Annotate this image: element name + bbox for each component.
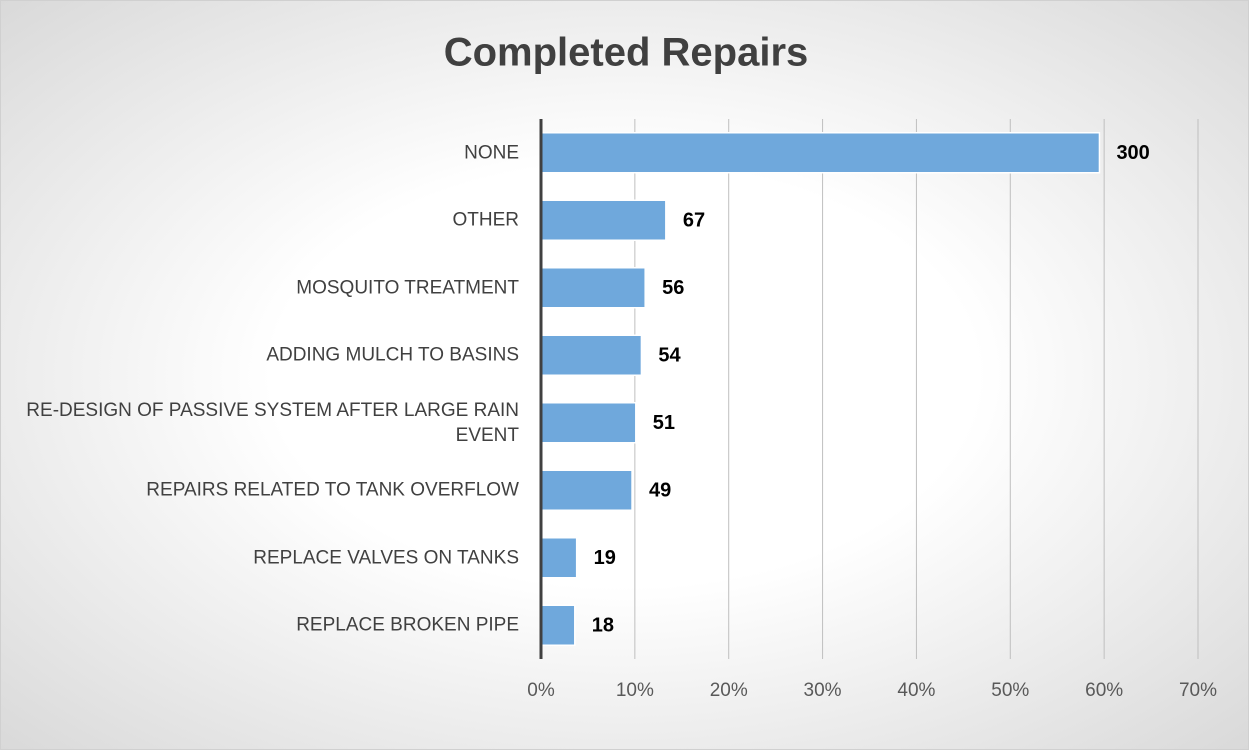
data-label: 19	[594, 547, 616, 569]
y-tick-label: REPLACE VALVES ON TANKS	[253, 547, 519, 569]
x-tick-label: 10%	[616, 680, 654, 701]
y-tick-label: REPLACE BROKEN PIPE	[296, 614, 519, 636]
bar	[540, 267, 646, 309]
x-tick-label: 20%	[710, 680, 748, 701]
y-tick-label: MOSQUITO TREATMENT	[296, 277, 519, 299]
bar	[540, 604, 576, 646]
y-tick-label: RE-DESIGN OF PASSIVE SYSTEM AFTER LARGE …	[26, 399, 519, 446]
data-label: 18	[592, 615, 614, 637]
data-label: 67	[683, 210, 705, 232]
chart-title: Completed Repairs	[444, 31, 809, 75]
x-tick-label: 50%	[991, 680, 1029, 701]
x-tick-label: 60%	[1085, 680, 1123, 701]
bar	[540, 334, 643, 376]
x-tick-label: 70%	[1179, 680, 1217, 701]
bar	[540, 199, 667, 241]
y-tick-label: REPAIRS RELATED TO TANK OVERFLOW	[146, 479, 519, 501]
bar	[540, 537, 578, 579]
bar	[540, 402, 637, 444]
data-label: 300	[1116, 142, 1149, 164]
data-label: 56	[662, 277, 684, 299]
data-label: 54	[658, 345, 681, 367]
bar	[540, 469, 633, 511]
x-tick-label: 40%	[897, 680, 935, 701]
y-tick-label: OTHER	[452, 209, 520, 231]
x-tick-label: 30%	[804, 680, 842, 701]
y-tick-label: ADDING MULCH TO BASINS	[266, 344, 519, 366]
x-tick-label: 0%	[527, 680, 555, 701]
y-tick-label: NONE	[464, 142, 519, 164]
data-label: 51	[653, 412, 675, 434]
data-label: 49	[649, 480, 671, 502]
bar	[540, 132, 1101, 174]
